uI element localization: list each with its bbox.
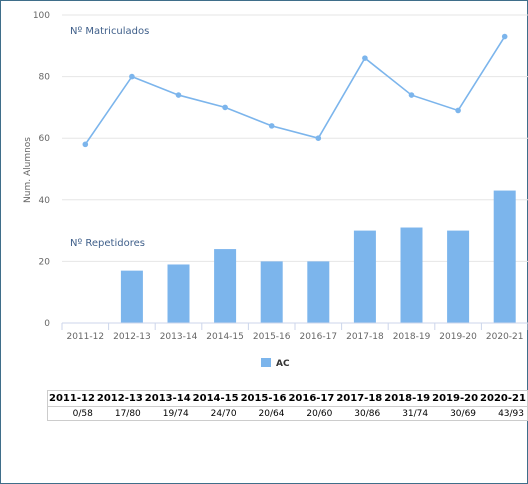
bar xyxy=(447,230,470,323)
table-header-cell: 2018-19 xyxy=(383,390,432,407)
line-point xyxy=(315,135,322,141)
line-point xyxy=(82,141,89,148)
line-point xyxy=(222,104,228,111)
x-tick-label: 2019-20 xyxy=(439,332,477,342)
line-point xyxy=(455,107,461,114)
table-header-cell: 2011-12 xyxy=(46,390,96,407)
bar xyxy=(493,190,516,323)
line-point xyxy=(408,92,415,98)
y-tick-label: 40 xyxy=(39,196,51,206)
bar xyxy=(167,264,190,323)
line-series xyxy=(82,33,508,148)
line-point xyxy=(175,92,182,98)
line-point xyxy=(268,123,275,129)
table-header-cell: 2016-17 xyxy=(287,390,336,407)
bar xyxy=(120,270,143,323)
table-header-row: 2011-12 2012-13 2013-14 2014-15 2015-16 2016-… xyxy=(46,390,528,407)
y-tick-label: 80 xyxy=(39,73,51,83)
bar-series xyxy=(120,190,516,323)
table-cell: 20/60 xyxy=(287,406,336,421)
table-header-cell: 2020-21 xyxy=(479,390,528,407)
bar xyxy=(214,249,237,323)
table-row: 0/58 17/80 19/74 24/70 20/64 20/60 30/86 31/74 3… xyxy=(46,406,528,421)
table-cell: 0/58 xyxy=(46,406,96,421)
x-tick-label: 2017-18 xyxy=(346,332,384,342)
x-tick-label: 2015-16 xyxy=(253,332,291,342)
table-header-cell: 2014-15 xyxy=(191,390,240,407)
legend-swatch-ac xyxy=(261,358,271,367)
table-header-cell: 2019-20 xyxy=(431,390,480,407)
table-header-cell: 2017-18 xyxy=(335,390,384,407)
bar xyxy=(260,261,283,323)
table-cell: 19/74 xyxy=(143,406,192,421)
table-header-cell: 2012-13 xyxy=(95,390,144,407)
table-cell: 43/93 xyxy=(479,406,528,421)
x-tick-label: 2020-21 xyxy=(486,332,524,342)
y-axis-ticks: 0 20 40 60 80 100 xyxy=(33,11,50,329)
table-cell: 30/69 xyxy=(431,406,480,421)
y-tick-label: 100 xyxy=(33,11,50,21)
x-tick-label: 2013-14 xyxy=(160,332,198,342)
annotation-repetidores: Nº Repetidores xyxy=(70,238,145,249)
combo-chart: 0 20 40 60 80 100 Num. Alumnos 2011-12 2012-13… xyxy=(23,11,528,369)
x-axis: 2011-12 2012-13 2013-14 2014-15 2015-16 2016-… xyxy=(61,322,528,342)
line-path xyxy=(84,36,506,145)
line-point xyxy=(129,73,135,80)
x-tick-label: 2011-12 xyxy=(66,332,104,342)
table-cell: 30/86 xyxy=(335,406,384,421)
data-table: 2011-12 2012-13 2013-14 2014-15 2015-16 2016-… xyxy=(46,390,528,421)
y-tick-label: 60 xyxy=(39,134,51,144)
legend-label-ac: AC xyxy=(276,359,290,369)
table-cell: 31/74 xyxy=(383,406,432,421)
y-tick-label: 0 xyxy=(44,319,50,329)
annotation-matriculados: Nº Matriculados xyxy=(70,26,149,37)
line-point xyxy=(362,55,368,61)
table-cell: 24/70 xyxy=(191,406,240,421)
x-tick-label: 2016-17 xyxy=(299,332,337,342)
x-tick-label: 2012-13 xyxy=(113,332,151,342)
legend[interactable]: AC xyxy=(261,358,290,369)
table-cell: 17/80 xyxy=(95,406,144,421)
bar xyxy=(307,261,330,323)
line-point xyxy=(501,33,508,40)
y-axis-label: Num. Alumnos xyxy=(23,137,33,203)
y-tick-label: 20 xyxy=(39,257,51,267)
table-header-cell: 2013-14 xyxy=(143,390,192,407)
table-cell: 20/64 xyxy=(239,406,288,421)
table-header-cell: 2015-16 xyxy=(239,390,288,407)
bar xyxy=(400,227,423,323)
x-tick-label: 2018-19 xyxy=(393,332,431,342)
bar xyxy=(353,230,376,323)
x-tick-label: 2014-15 xyxy=(206,332,244,342)
